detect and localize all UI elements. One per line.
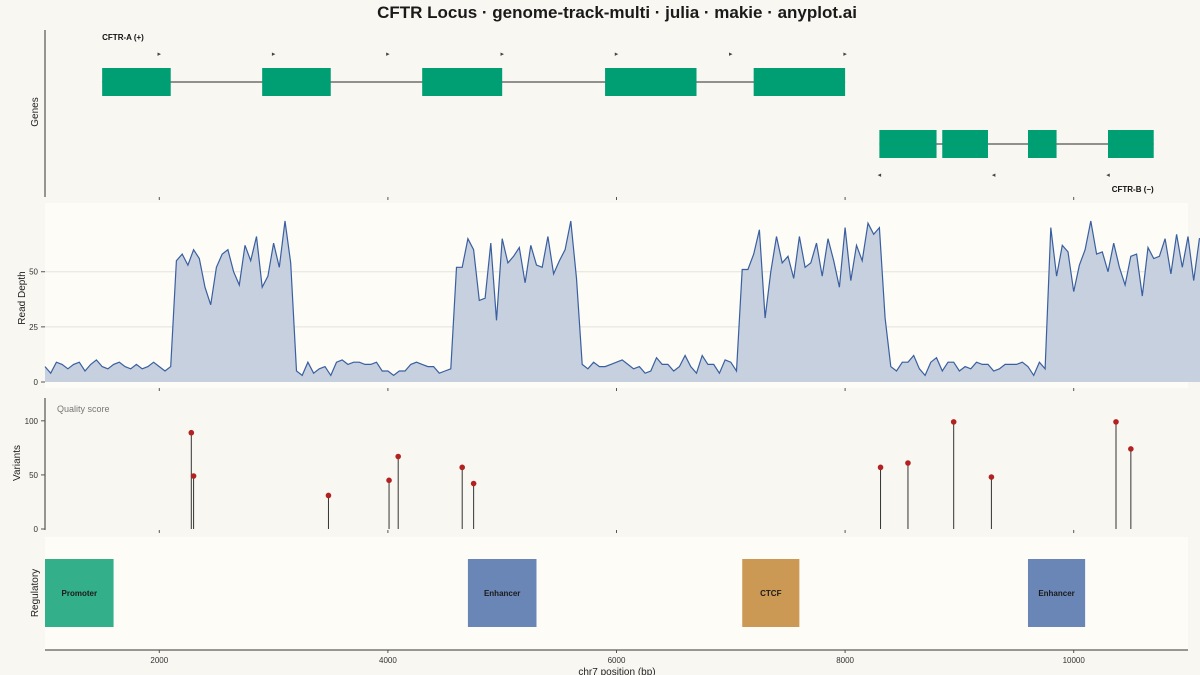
gene-label: CFTR-B (−) [1112,185,1154,194]
strand-arrow-icon: ▸ [843,50,847,58]
x-tick-label: 4000 [379,656,397,665]
strand-arrow-icon: ▸ [386,50,390,58]
exon-block [422,68,503,96]
exon-block [942,130,988,158]
x-tick-label: 10000 [1063,656,1086,665]
coverage-tick-label: 0 [34,378,39,387]
variant-tick-label: 50 [29,471,38,480]
coverage-track-label: Read Depth [17,271,28,324]
exon-block [1107,130,1154,158]
promoter-region [45,559,114,627]
coverage-track: Read Depth 0 25 50 [17,203,1200,388]
variant-point [188,429,195,436]
enhancer-region [1027,559,1086,627]
exon-block [753,68,846,96]
variant-point [459,464,465,471]
quality-score-annotation: Quality score [57,404,110,414]
ctcf-label: CTCF [760,589,781,598]
variant-point [905,460,911,466]
variant-point [386,477,392,484]
variant-tick-label: 0 [34,525,39,534]
regulatory-track-label: Regulatory [30,569,41,617]
x-axis-label: chr7 position (bp) [578,667,655,675]
exon-block [1027,130,1057,158]
strand-arrow-icon: ▸ [729,50,733,58]
enhancer-label: Enhancer [484,589,520,598]
strand-arrow-icon: ▸ [500,50,504,58]
promoter-label: Promoter [62,589,98,598]
gene-label: CFTR-A (+) [102,33,144,42]
genes-track-label: Genes [30,97,41,126]
variant-point [1128,446,1134,452]
variants-track: Quality score Variants 0 50 100 [12,398,1134,534]
coverage-area [45,221,1200,382]
regulatory-panel [45,537,1188,650]
coverage-tick-label: 25 [29,323,38,332]
strand-arrow-icon: ▸ [158,50,162,58]
x-tick-label: 2000 [150,656,168,665]
strand-arrow-icon: ◂ [878,171,882,179]
variant-point [470,480,477,487]
enhancer-label: Enhancer [1038,589,1074,598]
enhancer-region [467,559,537,627]
variant-point [190,473,197,479]
variants-track-label: Variants [12,445,23,481]
strand-arrow-icon: ▸ [272,50,276,58]
x-tick-label: 6000 [608,656,626,665]
chart-title: CFTR Locus · genome-track-multi · julia … [377,3,857,22]
ctcf-region [742,559,800,627]
variant-point [325,492,332,499]
exon-block [102,68,171,96]
regulatory-track: Regulatory Promoter Enhancer CTCF Enhancer [30,537,1188,651]
variant-point [950,419,957,425]
genes-track: Genes ▸ ▸ ▸ ▸ ▸ ▸ ▸CFTR-A (+)◂ ◂ ◂CFTR-B (−) [30,30,1154,197]
coverage-tick-label: 50 [29,268,38,277]
variant-tick-label: 100 [25,417,39,426]
x-axis: 2000 4000 6000 8000 10000 [150,197,1085,665]
exon-block [879,130,937,158]
coverage-line [44,220,1200,377]
variant-point [1113,419,1119,425]
strand-arrow-icon: ◂ [992,171,996,179]
variant-point [988,474,995,480]
x-tick-label: 8000 [836,656,854,665]
variant-point [877,464,884,471]
exon-block [262,68,331,96]
variant-point [395,453,401,460]
strand-arrow-icon: ◂ [1106,171,1110,179]
strand-arrow-icon: ▸ [615,50,619,58]
exon-block [605,68,697,96]
